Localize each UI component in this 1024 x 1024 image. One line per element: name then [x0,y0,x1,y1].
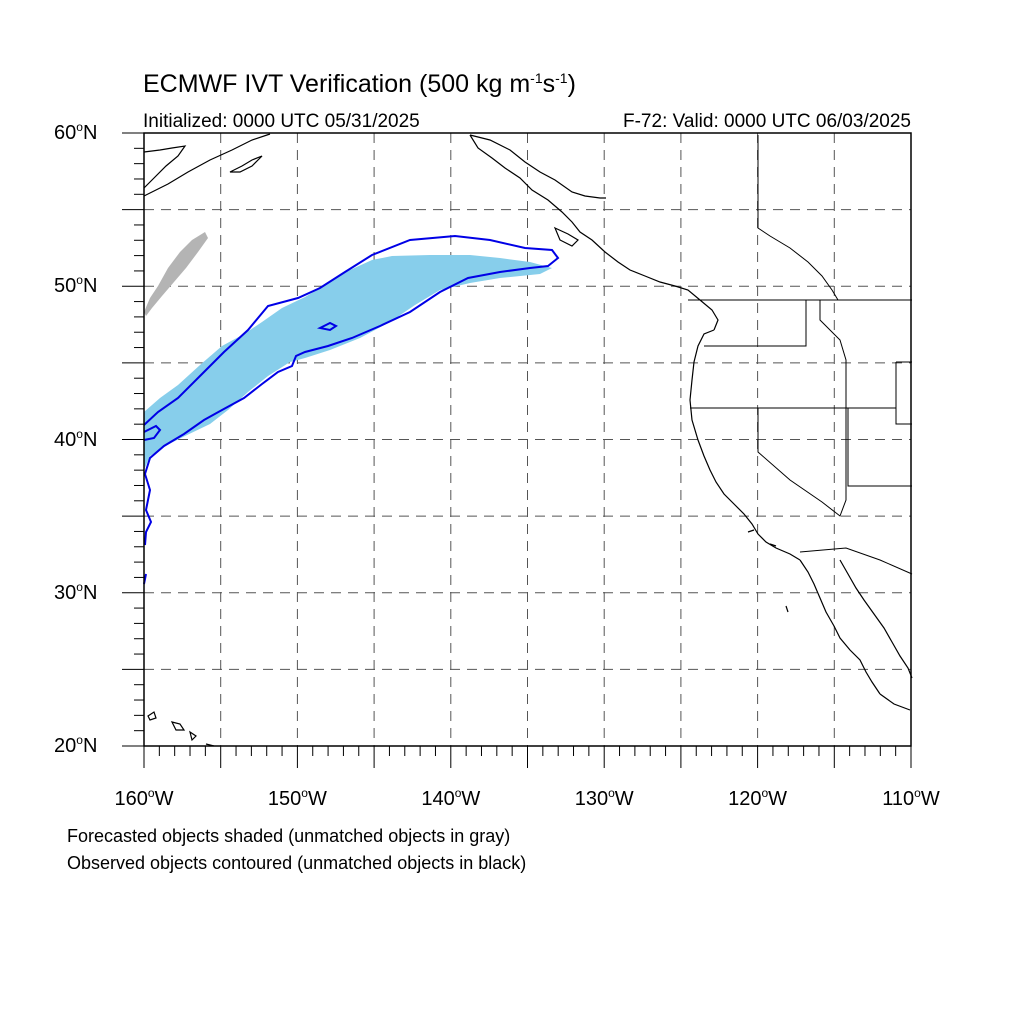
coastlines [143,133,913,747]
graticule [144,133,911,746]
axis-ticks [122,132,912,768]
lat-label: 60oN [54,120,98,144]
lat-label: 30oN [54,579,98,604]
map-title: ECMWF IVT Verification (500 kg m-1s-1) [143,70,576,98]
valid-time-label: F-72: Valid: 0000 UTC 06/03/2025 [623,111,911,132]
initialized-label: Initialized: 0000 UTC 05/31/2025 [143,111,420,132]
footnote-forecast: Forecasted objects shaded (unmatched obj… [67,826,511,846]
lat-label: 50oN [54,273,98,298]
lon-label: 110oW [882,786,940,810]
lat-label: 20oN [54,733,98,757]
observed-object-contours [143,234,560,585]
lon-label: 150oW [267,786,327,810]
forecast-object-matched [144,255,552,470]
lon-label: 130oW [574,786,634,810]
lon-label: 160oW [114,786,174,810]
forecast-object-unmatched [144,232,208,316]
lon-label: 140oW [421,786,481,810]
footnote-observed: Observed objects contoured (unmatched ob… [67,853,527,873]
political-borders [688,135,913,575]
lon-label: 120oW [728,786,788,810]
lat-label: 40oN [54,426,98,451]
